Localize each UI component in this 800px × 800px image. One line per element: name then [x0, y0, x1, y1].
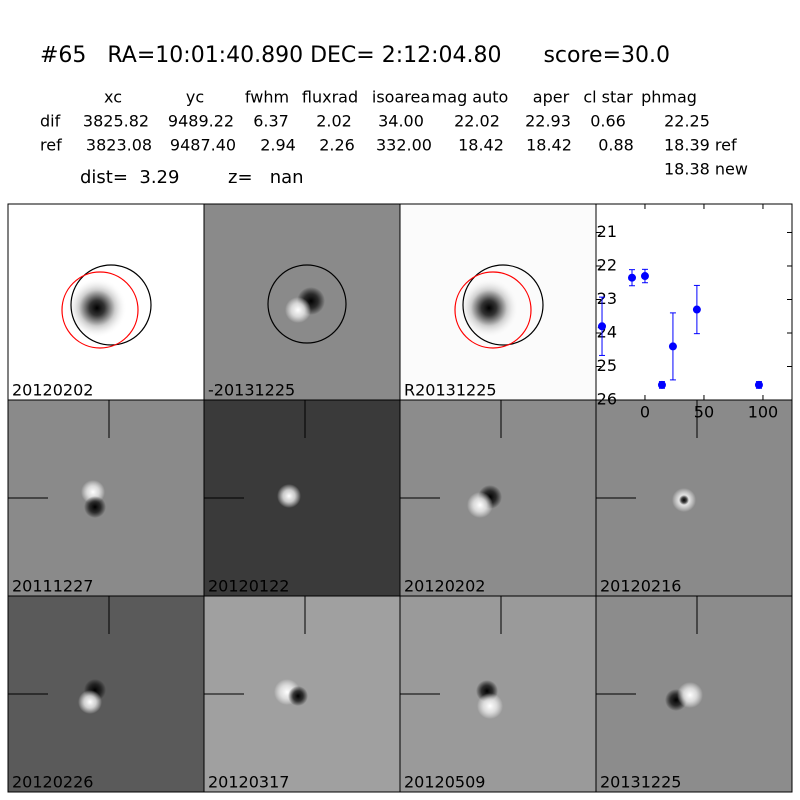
point: [668, 342, 677, 351]
source: [67, 278, 127, 338]
plot-area: [595, 203, 793, 401]
source: [679, 495, 689, 505]
panel-label: 20120317: [208, 773, 289, 792]
source: [277, 484, 301, 508]
column-header: fluxrad: [302, 88, 358, 107]
aperture: [70, 264, 152, 346]
panel-label: R20131225: [404, 381, 497, 400]
aperture: [454, 271, 532, 349]
source: [467, 492, 493, 518]
panel-label: 20131225: [600, 773, 681, 792]
source: [84, 496, 106, 518]
panel-label: 20120216: [600, 577, 681, 596]
source: [677, 682, 703, 708]
panel-label: 20120202: [404, 577, 485, 596]
cell: 2.02: [316, 112, 352, 131]
panel-label: 20120202: [12, 381, 93, 400]
row-label: dif: [40, 112, 61, 131]
cell: 22.02: [454, 112, 500, 131]
panel-label: 20120226: [12, 773, 93, 792]
cell: 2.26: [319, 136, 355, 155]
x-tick-label: 100: [748, 403, 779, 422]
z: z= nan: [228, 167, 304, 188]
cell: 18.42: [458, 136, 504, 155]
y-tick-label: 26: [597, 390, 617, 409]
column-header: isoarea: [372, 88, 430, 107]
y-tick-label: 21: [597, 222, 617, 241]
title: #65 RA=10:01:40.890 DEC= 2:12:04.80 scor…: [40, 43, 670, 68]
x-tick-label: 50: [694, 403, 714, 422]
column-header: cl star: [583, 88, 633, 107]
column-header: phmag: [641, 88, 697, 107]
source: [477, 693, 503, 719]
column-header: fwhm: [245, 88, 289, 107]
panel-label: -20131225: [208, 381, 295, 400]
x-tick-label: 0: [640, 403, 650, 422]
cell: 18.39 ref: [664, 136, 737, 155]
cell: 6.37: [253, 112, 289, 131]
cell: 2.94: [260, 136, 296, 155]
phmag-new: 18.38 new: [664, 160, 748, 179]
panel-label: 20120509: [404, 773, 485, 792]
point: [754, 380, 763, 389]
cell: 9489.22: [168, 112, 234, 131]
column-header: mag auto: [432, 88, 509, 107]
source: [459, 278, 519, 338]
cell: 0.88: [598, 136, 634, 155]
column-header: aper: [533, 88, 570, 107]
column-header: yc: [186, 88, 204, 107]
point: [692, 305, 701, 314]
panel-label: 20111227: [12, 577, 93, 596]
y-tick-label: 25: [597, 356, 617, 375]
cell: 3823.08: [86, 136, 152, 155]
y-tick-label: 23: [597, 289, 617, 308]
cell: 0.66: [590, 112, 626, 131]
point: [640, 272, 649, 281]
cell: 332.00: [376, 136, 432, 155]
aperture: [462, 264, 544, 346]
cell: 22.93: [525, 112, 571, 131]
dist: dist= 3.29: [80, 167, 179, 188]
cell: 22.25: [664, 112, 710, 131]
cell: 9487.40: [170, 136, 236, 155]
cell: 34.00: [378, 112, 424, 131]
column-header: xc: [104, 88, 122, 107]
row-label: ref: [40, 136, 62, 155]
aperture: [61, 271, 139, 349]
source: [285, 297, 311, 323]
point: [598, 322, 607, 331]
cell: 18.42: [526, 136, 572, 155]
cell: 3825.82: [83, 112, 149, 131]
point: [657, 380, 666, 389]
aperture: [267, 264, 347, 344]
point: [627, 273, 636, 282]
source: [288, 686, 308, 706]
source: [78, 690, 102, 714]
y-tick-label: 22: [597, 255, 617, 274]
panel-label: 20120122: [208, 577, 289, 596]
